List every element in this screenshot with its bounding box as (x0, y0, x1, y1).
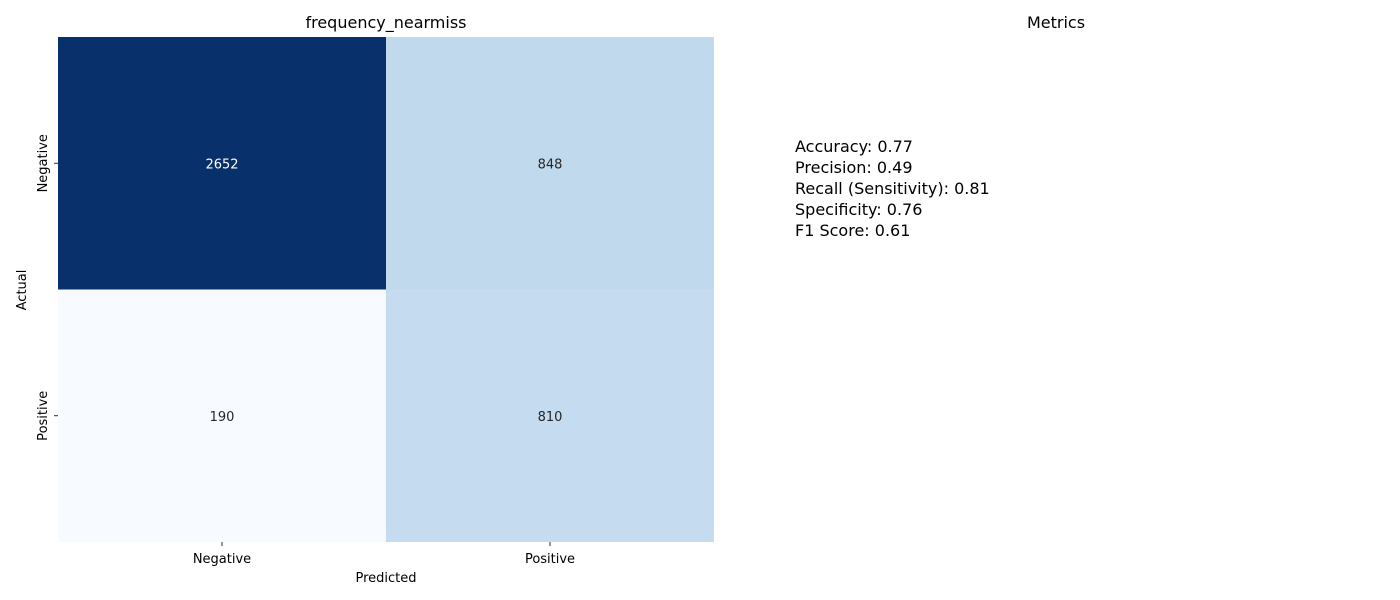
heatmap-cell-0-0 (58, 37, 386, 290)
x-tick-label: Negative (193, 552, 251, 567)
cell-value-label: 190 (210, 410, 235, 425)
chart-title: frequency_nearmiss (305, 13, 466, 33)
heatmap-cells: 2652 848 190 810 (58, 37, 714, 542)
x-tick-label: Positive (525, 552, 575, 567)
metrics-title: Metrics (1026, 13, 1086, 32)
metric-line: Precision: 0.49 (795, 158, 913, 177)
heatmap-cell-1-0 (58, 289, 386, 542)
axis-ticks: Negative Positive Negative Positive (36, 134, 575, 567)
cell-value-label: 810 (538, 410, 563, 425)
heatmap-cell-0-1 (386, 37, 714, 290)
cell-value-label: 848 (538, 157, 563, 172)
metrics-list: Accuracy: 0.77 Precision: 0.49 Recall (Sen… (795, 136, 990, 241)
metric-line: F1 Score: 0.61 (795, 221, 911, 240)
metric-line: Specificity: 0.76 (795, 200, 923, 219)
y-tick-label: Positive (36, 391, 51, 441)
metric-line: Recall (Sensitivity): 0.81 (795, 179, 990, 198)
x-axis-label: Predicted (355, 571, 416, 586)
y-axis-label: Actual (15, 270, 30, 311)
metric-line: Accuracy: 0.77 (795, 137, 913, 156)
heatmap-cell-1-1 (386, 289, 714, 542)
cell-value-label: 2652 (205, 157, 238, 172)
y-tick-label: Negative (36, 134, 51, 192)
